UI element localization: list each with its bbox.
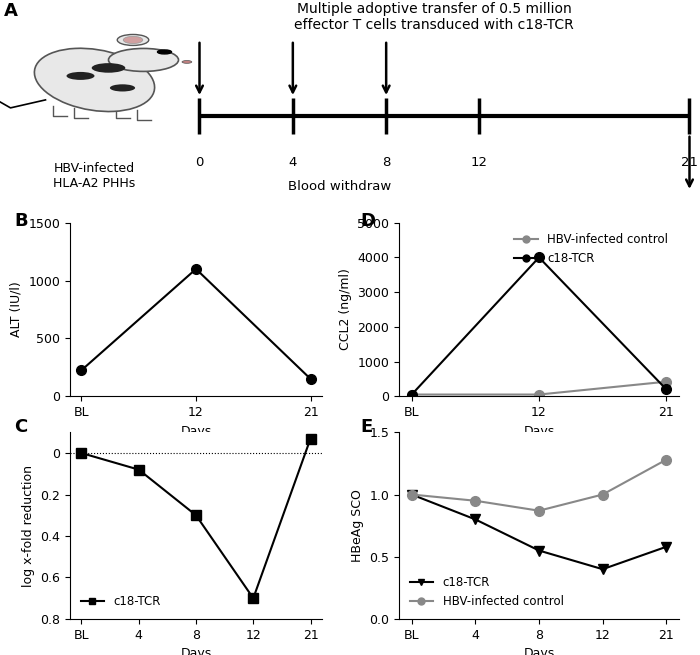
HBV-infected control	[662, 456, 671, 464]
Text: HBV-infected
HLA-A2 PHHs: HBV-infected HLA-A2 PHHs	[53, 162, 136, 190]
Circle shape	[66, 72, 94, 80]
c18-TCR	[662, 543, 671, 551]
Text: C: C	[14, 419, 27, 436]
HBV-infected control	[471, 497, 480, 505]
c18-TCR	[662, 385, 671, 393]
Text: Multiple adoptive transfer of 0.5 million
effector T cells transduced with c18-T: Multiple adoptive transfer of 0.5 millio…	[294, 2, 574, 32]
Text: 4: 4	[288, 156, 297, 169]
Legend: c18-TCR: c18-TCR	[76, 591, 166, 613]
HBV-infected control	[407, 390, 416, 398]
X-axis label: Days: Days	[524, 647, 554, 655]
Circle shape	[158, 50, 172, 54]
Y-axis label: CCL2 (ng/ml): CCL2 (ng/ml)	[339, 269, 351, 350]
X-axis label: Days: Days	[524, 424, 554, 438]
Ellipse shape	[108, 48, 178, 71]
HBV-infected control	[598, 491, 607, 498]
HBV-infected control	[535, 507, 543, 515]
c18-TCR	[535, 253, 543, 261]
Text: 12: 12	[471, 156, 488, 169]
Text: A: A	[4, 2, 18, 20]
Legend: HBV-infected control, c18-TCR: HBV-infected control, c18-TCR	[510, 229, 673, 270]
X-axis label: Days: Days	[181, 424, 211, 438]
c18-TCR	[598, 565, 607, 573]
Y-axis label: log x-fold reduction: log x-fold reduction	[22, 464, 35, 587]
c18-TCR	[471, 515, 480, 523]
Text: Blood withdraw: Blood withdraw	[288, 180, 391, 193]
Text: 8: 8	[382, 156, 391, 169]
Legend: c18-TCR, HBV-infected control: c18-TCR, HBV-infected control	[405, 572, 568, 613]
c18-TCR	[535, 546, 543, 554]
Ellipse shape	[123, 37, 143, 43]
X-axis label: Days: Days	[181, 647, 211, 655]
Text: B: B	[14, 212, 27, 230]
Text: D: D	[360, 212, 375, 230]
Ellipse shape	[34, 48, 155, 111]
Text: 21: 21	[681, 156, 698, 169]
Line: c18-TCR: c18-TCR	[407, 490, 671, 574]
Ellipse shape	[118, 35, 148, 45]
Circle shape	[110, 84, 135, 92]
HBV-infected control	[535, 390, 543, 398]
HBV-infected control	[662, 378, 671, 386]
Text: 0: 0	[195, 156, 204, 169]
Text: E: E	[360, 419, 372, 436]
Line: c18-TCR: c18-TCR	[407, 253, 671, 400]
Y-axis label: HBeAg SCO: HBeAg SCO	[351, 489, 364, 562]
Line: HBV-infected control: HBV-infected control	[407, 377, 671, 400]
Circle shape	[182, 60, 192, 64]
Circle shape	[92, 63, 125, 73]
HBV-infected control	[407, 491, 416, 498]
Line: HBV-infected control: HBV-infected control	[407, 455, 671, 515]
c18-TCR	[407, 491, 416, 498]
Y-axis label: ALT (IU/l): ALT (IU/l)	[10, 282, 23, 337]
c18-TCR	[407, 390, 416, 398]
